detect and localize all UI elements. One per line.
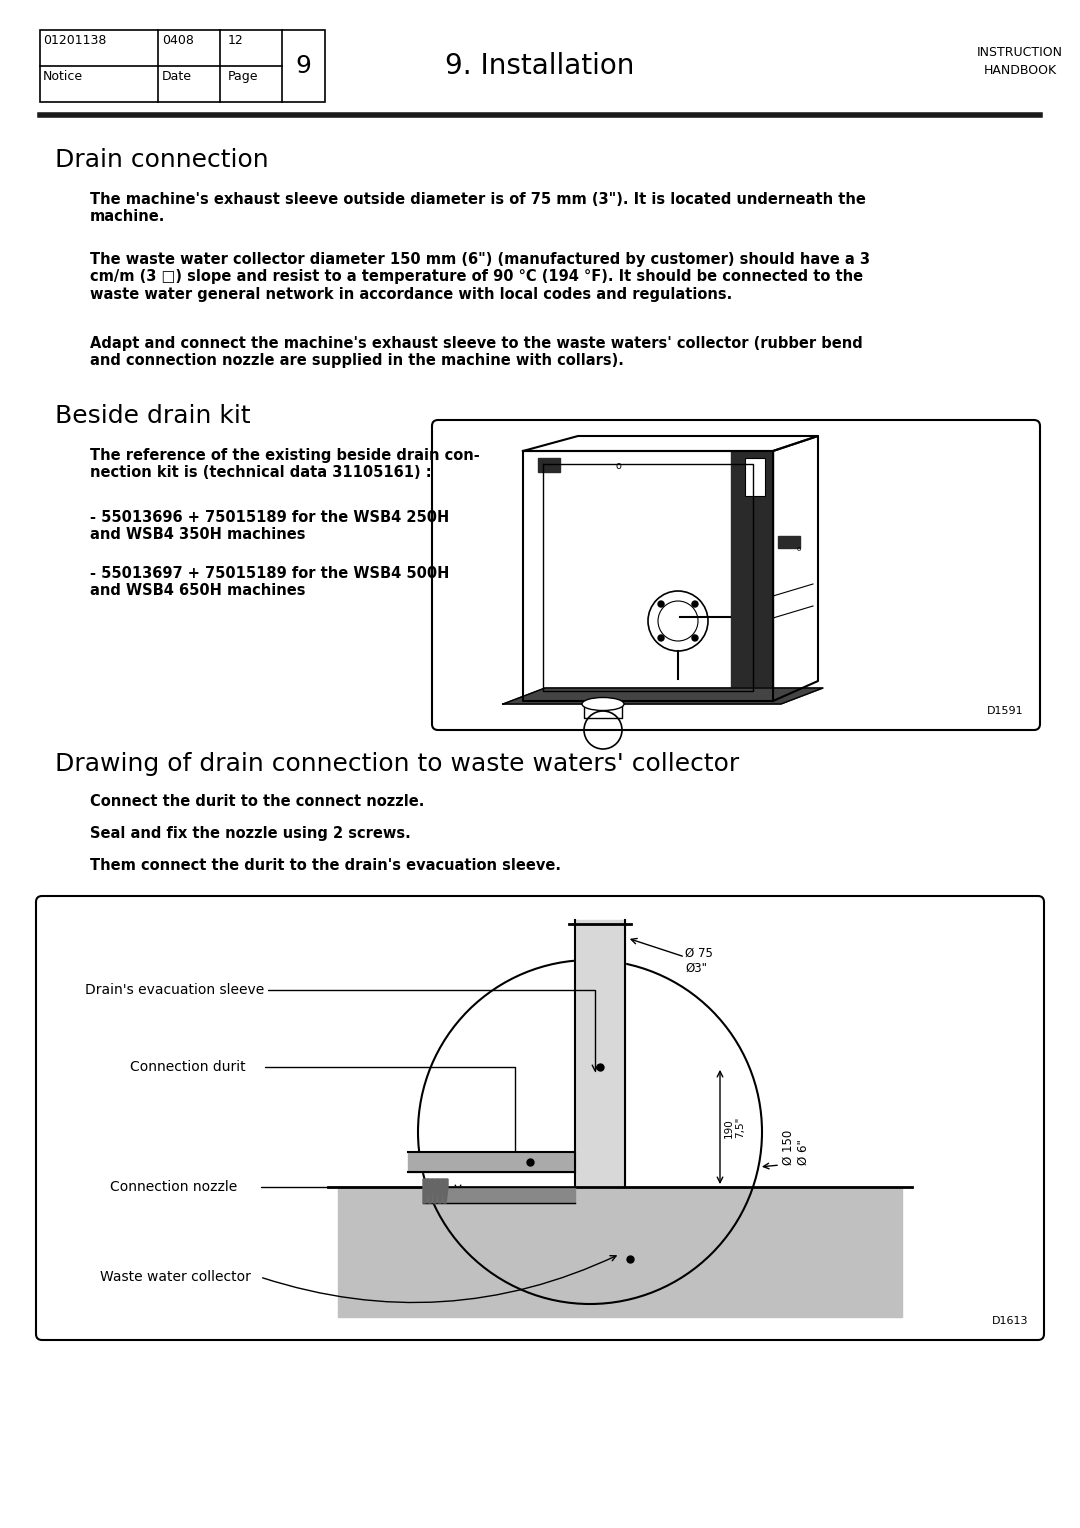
Bar [778,536,800,549]
Text: 01201138: 01201138 [43,34,106,47]
Text: Them connect the durit to the drain's evacuation sleeve.: Them connect the durit to the drain's ev… [90,859,561,872]
Text: o: o [616,461,621,471]
Text: Connection durit: Connection durit [130,1060,245,1074]
Text: Date: Date [162,70,192,83]
Ellipse shape [582,697,624,711]
Text: The machine's exhaust sleeve outside diameter is of 75 mm (3"). It is located un: The machine's exhaust sleeve outside dia… [90,193,866,225]
Polygon shape [443,1180,448,1203]
Text: Drain's evacuation sleeve: Drain's evacuation sleeve [85,983,265,996]
Polygon shape [338,1187,902,1317]
Text: D1613: D1613 [991,1316,1028,1326]
Text: Ø 75
Ø3": Ø 75 Ø3" [685,947,713,975]
Text: Adapt and connect the machine's exhaust sleeve to the waste waters' collector (r: Adapt and connect the machine's exhaust … [90,336,863,368]
Text: 12: 12 [228,34,244,47]
Text: The reference of the existing beside drain con-
nection kit is (technical data 3: The reference of the existing beside dra… [90,448,480,480]
Text: Waste water collector: Waste water collector [100,1270,251,1284]
Polygon shape [423,1187,575,1203]
Bar [40,31,325,102]
Text: D1591: D1591 [987,706,1024,717]
Text: - 55013696 + 75015189 for the WSB4 250H
and WSB4 350H machines: - 55013696 + 75015189 for the WSB4 250H … [90,510,449,542]
Text: 190
7,5": 190 7,5" [724,1117,745,1138]
Text: The waste water collector diameter 150 mm (6") (manufactured by customer) should: The waste water collector diameter 150 m… [90,252,870,303]
Circle shape [658,601,664,607]
Polygon shape [503,688,823,704]
Text: Drawing of drain connection to waste waters' collector: Drawing of drain connection to waste wat… [55,752,739,776]
Circle shape [692,601,698,607]
Text: 9: 9 [295,53,311,78]
Polygon shape [438,1180,443,1203]
Text: o: o [797,545,801,552]
Text: HANDBOOK: HANDBOOK [984,64,1056,76]
Bar [745,458,765,497]
Text: Page: Page [228,70,258,83]
FancyBboxPatch shape [36,895,1044,1340]
Bar [731,451,773,701]
Text: Seal and fix the nozzle using 2 screws.: Seal and fix the nozzle using 2 screws. [90,827,410,840]
Bar [575,920,625,1187]
Polygon shape [433,1180,438,1203]
Text: Notice: Notice [43,70,83,83]
FancyBboxPatch shape [432,420,1040,730]
Text: 0408: 0408 [162,34,194,47]
Bar [538,458,561,472]
Text: 9. Installation: 9. Installation [445,52,635,79]
Text: Connection nozzle: Connection nozzle [110,1180,238,1193]
Polygon shape [408,1152,575,1172]
Text: Drain connection: Drain connection [55,148,269,173]
Circle shape [692,636,698,640]
Polygon shape [423,1180,428,1203]
Text: Connect the durit to the connect nozzle.: Connect the durit to the connect nozzle. [90,795,424,808]
Text: INSTRUCTION: INSTRUCTION [977,46,1063,60]
Circle shape [658,636,664,640]
Polygon shape [428,1180,433,1203]
Text: Beside drain kit: Beside drain kit [55,403,251,428]
Text: - 55013697 + 75015189 for the WSB4 500H
and WSB4 650H machines: - 55013697 + 75015189 for the WSB4 500H … [90,565,449,599]
Text: Ø 150
Ø 6": Ø 150 Ø 6" [782,1129,810,1164]
